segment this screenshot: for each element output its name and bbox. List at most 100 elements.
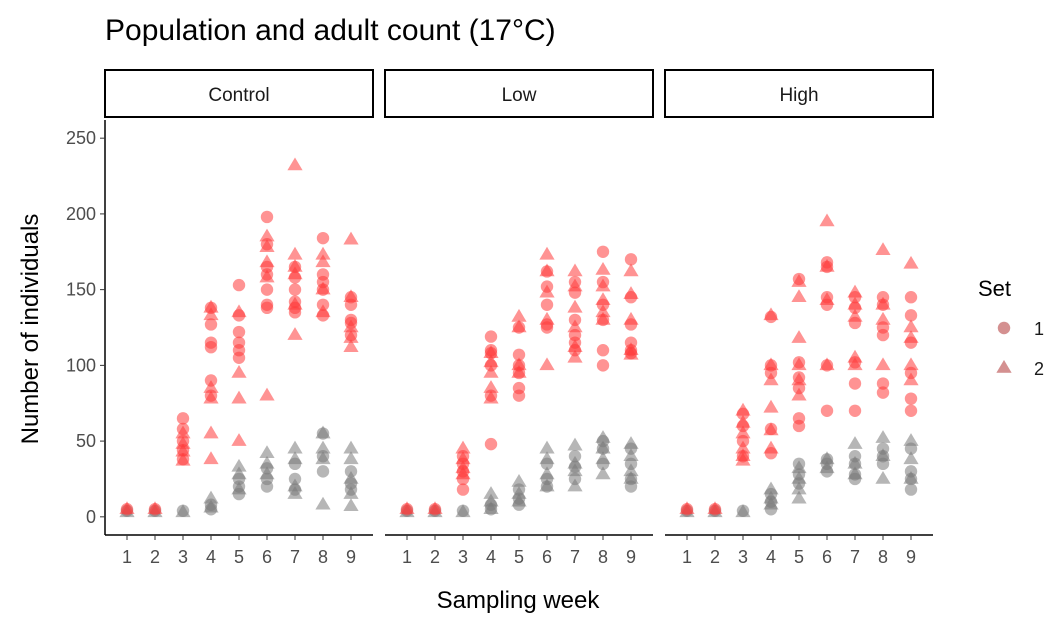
adult-set2-point xyxy=(791,481,807,495)
population-set2-point xyxy=(903,319,919,333)
adult-set1-point xyxy=(316,465,330,478)
population-set1-point xyxy=(904,309,918,322)
population-set2-point xyxy=(343,289,359,303)
population-set2-point xyxy=(763,357,779,371)
y-tick-label: 250 xyxy=(66,128,96,148)
y-axis: 0 50 100 150 200 250 xyxy=(66,128,105,527)
population-set2-point xyxy=(231,390,247,404)
adult-set2-point xyxy=(259,445,275,459)
population-set2-point xyxy=(231,364,247,378)
x-tick-label: 7 xyxy=(570,547,580,567)
population-set2-point xyxy=(483,354,499,368)
population-set2-point xyxy=(819,292,835,306)
population-set2-point xyxy=(483,380,499,393)
population-set2-point xyxy=(343,339,359,352)
adult-set2-point xyxy=(539,478,555,492)
population-set2-point xyxy=(287,246,303,260)
population-set2-point xyxy=(343,330,359,343)
adult-set2-point xyxy=(567,463,583,477)
population-set1-point xyxy=(876,328,890,342)
population-set2-point xyxy=(847,296,863,310)
adult-set2-point xyxy=(567,455,583,469)
facet-panel-low: Low 1 2 3 4 5 6 7 8 9 xyxy=(384,69,654,567)
y-tick-label: 0 xyxy=(86,507,96,527)
population-set2-point xyxy=(455,451,471,465)
y-tick-label: 50 xyxy=(76,431,96,451)
population-set2-point xyxy=(903,330,919,343)
adult-set2-point xyxy=(231,458,247,472)
y-axis-title: Number of individuals xyxy=(17,214,44,445)
population-set1-point xyxy=(484,330,498,343)
adult-set2-point xyxy=(623,463,639,477)
x-tick-label: 9 xyxy=(906,547,916,567)
adult-set2-point xyxy=(623,470,639,484)
population-set2-point xyxy=(539,357,555,371)
x-tick-label: 8 xyxy=(318,547,328,567)
population-set1-point xyxy=(288,283,302,296)
adult-set1-point xyxy=(904,483,918,496)
x-tick-label: 8 xyxy=(878,547,888,567)
population-set1-point xyxy=(232,351,246,364)
adult-set2-point xyxy=(903,433,919,446)
adult-set2-point xyxy=(455,504,471,518)
population-set2-point xyxy=(847,349,863,363)
population-set2-point xyxy=(595,304,611,318)
adult-set2-point xyxy=(539,466,555,480)
population-set2-point xyxy=(763,372,779,386)
population-set2-point xyxy=(315,281,331,295)
adult-set2-point xyxy=(287,451,303,465)
x-tick-label: 4 xyxy=(486,547,496,567)
x-tick-label: 6 xyxy=(542,547,552,567)
population-set1-point xyxy=(260,283,274,296)
population-set2-point xyxy=(175,443,191,457)
population-set2-point xyxy=(203,390,219,404)
x-tick-label: 1 xyxy=(402,547,412,567)
adult-set1-point xyxy=(260,480,274,493)
population-set2-point xyxy=(455,440,471,454)
x-tick-label: 7 xyxy=(850,547,860,567)
population-set2-point xyxy=(175,452,191,466)
x-tick-label: 5 xyxy=(234,547,244,567)
population-set2-point xyxy=(343,319,359,333)
adult-set2-point xyxy=(203,499,219,513)
population-set1-point xyxy=(540,298,554,311)
population-set2-point xyxy=(483,390,499,404)
x-tick-label: 2 xyxy=(710,547,720,567)
adult-set2-point xyxy=(315,425,331,439)
population-set1-point xyxy=(512,389,526,402)
population-set1-point xyxy=(876,386,890,399)
adult-set2-point xyxy=(791,470,807,484)
population-set2-point xyxy=(623,311,639,325)
population-set1-point xyxy=(904,404,918,418)
population-set1-point xyxy=(204,318,218,331)
population-set2-point xyxy=(763,307,779,321)
legend-key-triangle xyxy=(996,360,1012,373)
adult-set2-point xyxy=(483,486,499,499)
population-set2-point xyxy=(875,357,891,371)
population-set1-point xyxy=(904,291,918,304)
population-set2-point xyxy=(567,299,583,313)
y-tick-label: 150 xyxy=(66,280,96,300)
population-set2-point xyxy=(315,254,331,268)
population-set2-point xyxy=(623,286,639,299)
population-set2-point xyxy=(511,364,527,378)
population-set2-point xyxy=(287,157,303,171)
legend-key-overlay xyxy=(997,321,1011,335)
population-set2-point xyxy=(483,345,499,359)
x-tick-label: 8 xyxy=(598,547,608,567)
facet-strip xyxy=(384,69,654,118)
population-set2-point xyxy=(455,466,471,480)
adult-set2-point xyxy=(175,504,191,518)
adult-set2-point xyxy=(315,451,331,465)
population-set2-point xyxy=(791,372,807,386)
population-set2-point xyxy=(231,433,247,446)
population-set2-point xyxy=(735,414,751,428)
population-set2-point xyxy=(819,258,835,272)
adult-set2-point xyxy=(903,451,919,465)
adult-set2-point xyxy=(343,486,359,499)
population-set2-point xyxy=(511,319,527,333)
population-set1-point xyxy=(904,392,918,405)
chart-title: Population and adult count (17°C) xyxy=(105,14,556,47)
x-tick-label: 3 xyxy=(458,547,468,567)
adult-set2-point xyxy=(791,490,807,504)
